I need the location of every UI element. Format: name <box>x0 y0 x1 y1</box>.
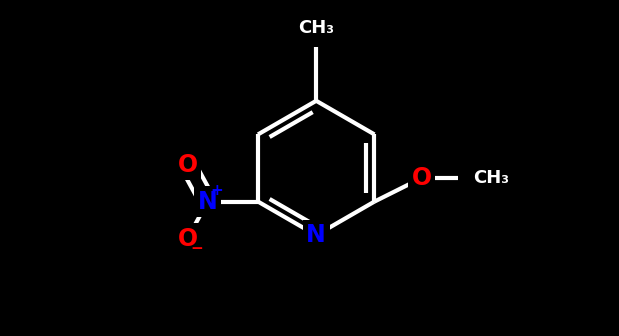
Text: O: O <box>178 226 197 251</box>
Text: O: O <box>178 153 197 177</box>
Text: CH₃: CH₃ <box>474 169 509 187</box>
Text: +: + <box>210 183 223 198</box>
Text: −: − <box>191 241 203 256</box>
Text: N: N <box>306 223 326 247</box>
Text: N: N <box>197 190 217 214</box>
Text: O: O <box>412 166 431 190</box>
Text: CH₃: CH₃ <box>298 19 334 37</box>
